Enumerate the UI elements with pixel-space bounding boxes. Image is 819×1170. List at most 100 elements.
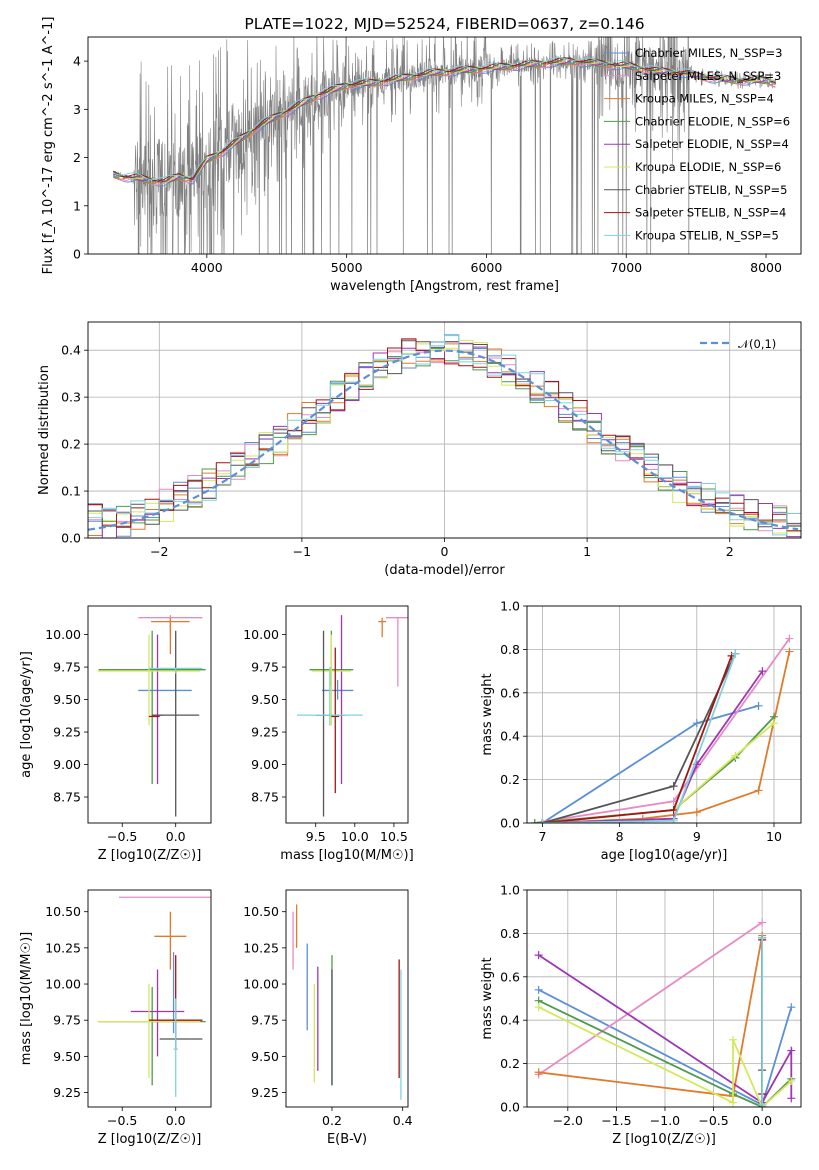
legend-label: Salpeter ELODIE, N_SSP=4 (635, 137, 789, 151)
series-point (785, 647, 794, 656)
series-line (538, 921, 763, 1076)
massweight-plot-area (530, 634, 794, 823)
x-tick-label: 4000 (191, 260, 223, 275)
legend-label: Salpeter MILES, N_SSP=3 (635, 69, 781, 83)
x-tick-label: 0.0 (166, 829, 186, 844)
legend-label: Chabrier ELODIE, N_SSP=6 (635, 114, 790, 128)
axes-frame (87, 605, 212, 824)
y-tick-label: 0.0 (500, 816, 520, 831)
series-point (769, 719, 778, 728)
errorbar-plot-area (97, 896, 211, 1097)
x-tick-label: 10 (766, 829, 782, 844)
y-tick-label: 10.00 (243, 627, 279, 642)
x-tick-label: −0.5 (107, 829, 137, 844)
y-axis-label: mass [log10(M/M☉)] (19, 932, 34, 1065)
y-tick-label: 9.25 (53, 1085, 81, 1100)
series-point (692, 719, 701, 728)
y-tick-label: 9.75 (251, 660, 279, 675)
series-point (534, 985, 543, 994)
x-tick-label: −1.5 (601, 1113, 631, 1128)
axes-frame (526, 605, 802, 824)
model-spectrum (112, 61, 776, 186)
series-point (534, 1003, 543, 1012)
series-point (785, 634, 794, 643)
x-axis-label: (data-model)/error (384, 563, 505, 578)
y-tick-label: 0 (73, 247, 81, 262)
errorbar-plot-area (97, 615, 206, 817)
series-point (754, 786, 763, 795)
x-axis-label: age [log10(age/yr)] (601, 848, 728, 863)
x-tick-label: 9 (693, 829, 701, 844)
y-axis-label: Flux [f_λ 10^-17 erg cm^-2 s^-1 A^-1] (41, 17, 56, 275)
x-tick-label: 1 (583, 544, 591, 559)
series-point (534, 951, 543, 960)
x-tick-label: −2 (150, 544, 168, 559)
x-tick-label: 0.4 (393, 1113, 413, 1128)
legend-label: Kroupa MILES, N_SSP=4 (635, 92, 774, 106)
axes-frame (87, 321, 802, 539)
y-tick-label: 0.0 (61, 531, 81, 546)
series-line (534, 637, 791, 823)
normal-curve (88, 349, 799, 531)
y-tick-label: 0.8 (500, 642, 520, 657)
series-point (758, 933, 767, 942)
series-point (728, 1098, 737, 1107)
x-tick-label: 0.2 (322, 1113, 342, 1128)
legend-label: 𝒩(0,1) (738, 337, 776, 351)
axes-frame (526, 889, 802, 1108)
y-tick-label: 9.75 (251, 1013, 279, 1028)
series-point (787, 1003, 796, 1012)
y-tick-label: 1.0 (500, 883, 520, 898)
y-tick-label: 9.75 (53, 1013, 81, 1028)
y-tick-label: 9.50 (251, 1049, 279, 1064)
y-tick-label: 10.50 (45, 904, 81, 919)
x-tick-label: 9.5 (306, 829, 326, 844)
y-tick-label: 1.0 (500, 599, 520, 614)
series-point (758, 918, 767, 927)
series-point (758, 1100, 767, 1107)
histogram-plot-area (88, 334, 801, 538)
x-axis-label: mass [log10(M/M☉)] (280, 848, 413, 863)
y-tick-label: 9.25 (53, 725, 81, 740)
series-point (669, 782, 678, 791)
y-tick-label: 10.25 (243, 940, 279, 955)
x-tick-label: 0.0 (166, 1113, 186, 1128)
x-axis-label: wavelength [Angstrom, rest frame] (330, 279, 559, 294)
y-tick-label: 0.8 (500, 926, 520, 941)
y-tick-label: 0.2 (500, 772, 520, 787)
y-tick-label: 10.50 (243, 904, 279, 919)
y-tick-label: 10.00 (45, 977, 81, 992)
x-axis-label: Z [log10(Z/Z☉)] (98, 848, 202, 863)
y-tick-label: 9.50 (53, 692, 81, 707)
y-tick-label: 2 (73, 150, 81, 165)
x-tick-label: 10.5 (380, 829, 408, 844)
x-tick-label: −0.5 (698, 1113, 728, 1128)
x-tick-label: 7000 (610, 260, 642, 275)
legend-label: Chabrier MILES, N_SSP=3 (635, 46, 782, 60)
x-tick-label: 8000 (750, 260, 782, 275)
series-point (728, 1035, 737, 1044)
y-tick-label: 9.00 (53, 757, 81, 772)
x-tick-label: −1.0 (650, 1113, 680, 1128)
series-point (534, 1068, 543, 1077)
legend-label: Kroupa STELIB, N_SSP=5 (635, 228, 779, 242)
series-point (669, 816, 678, 823)
axes-frame (285, 605, 409, 824)
y-tick-label: 9.50 (251, 692, 279, 707)
y-tick-label: 8.75 (53, 790, 81, 805)
y-axis-label: age [log10(age/yr)] (19, 651, 34, 778)
y-tick-label: 8.75 (251, 790, 279, 805)
errorbar-plot-area (296, 615, 408, 817)
legend-label: Chabrier STELIB, N_SSP=5 (635, 183, 787, 197)
series-point (669, 805, 678, 814)
series-point (787, 1076, 796, 1085)
x-tick-label: 0 (441, 544, 449, 559)
series-line (542, 722, 775, 823)
chart-title: PLATE=1022, MJD=52524, FIBERID=0637, z=0… (244, 15, 644, 33)
series-line (542, 651, 791, 823)
y-tick-label: 0.6 (500, 685, 520, 700)
series-point (754, 701, 763, 710)
series-point (787, 1094, 796, 1103)
series-line (542, 653, 737, 823)
